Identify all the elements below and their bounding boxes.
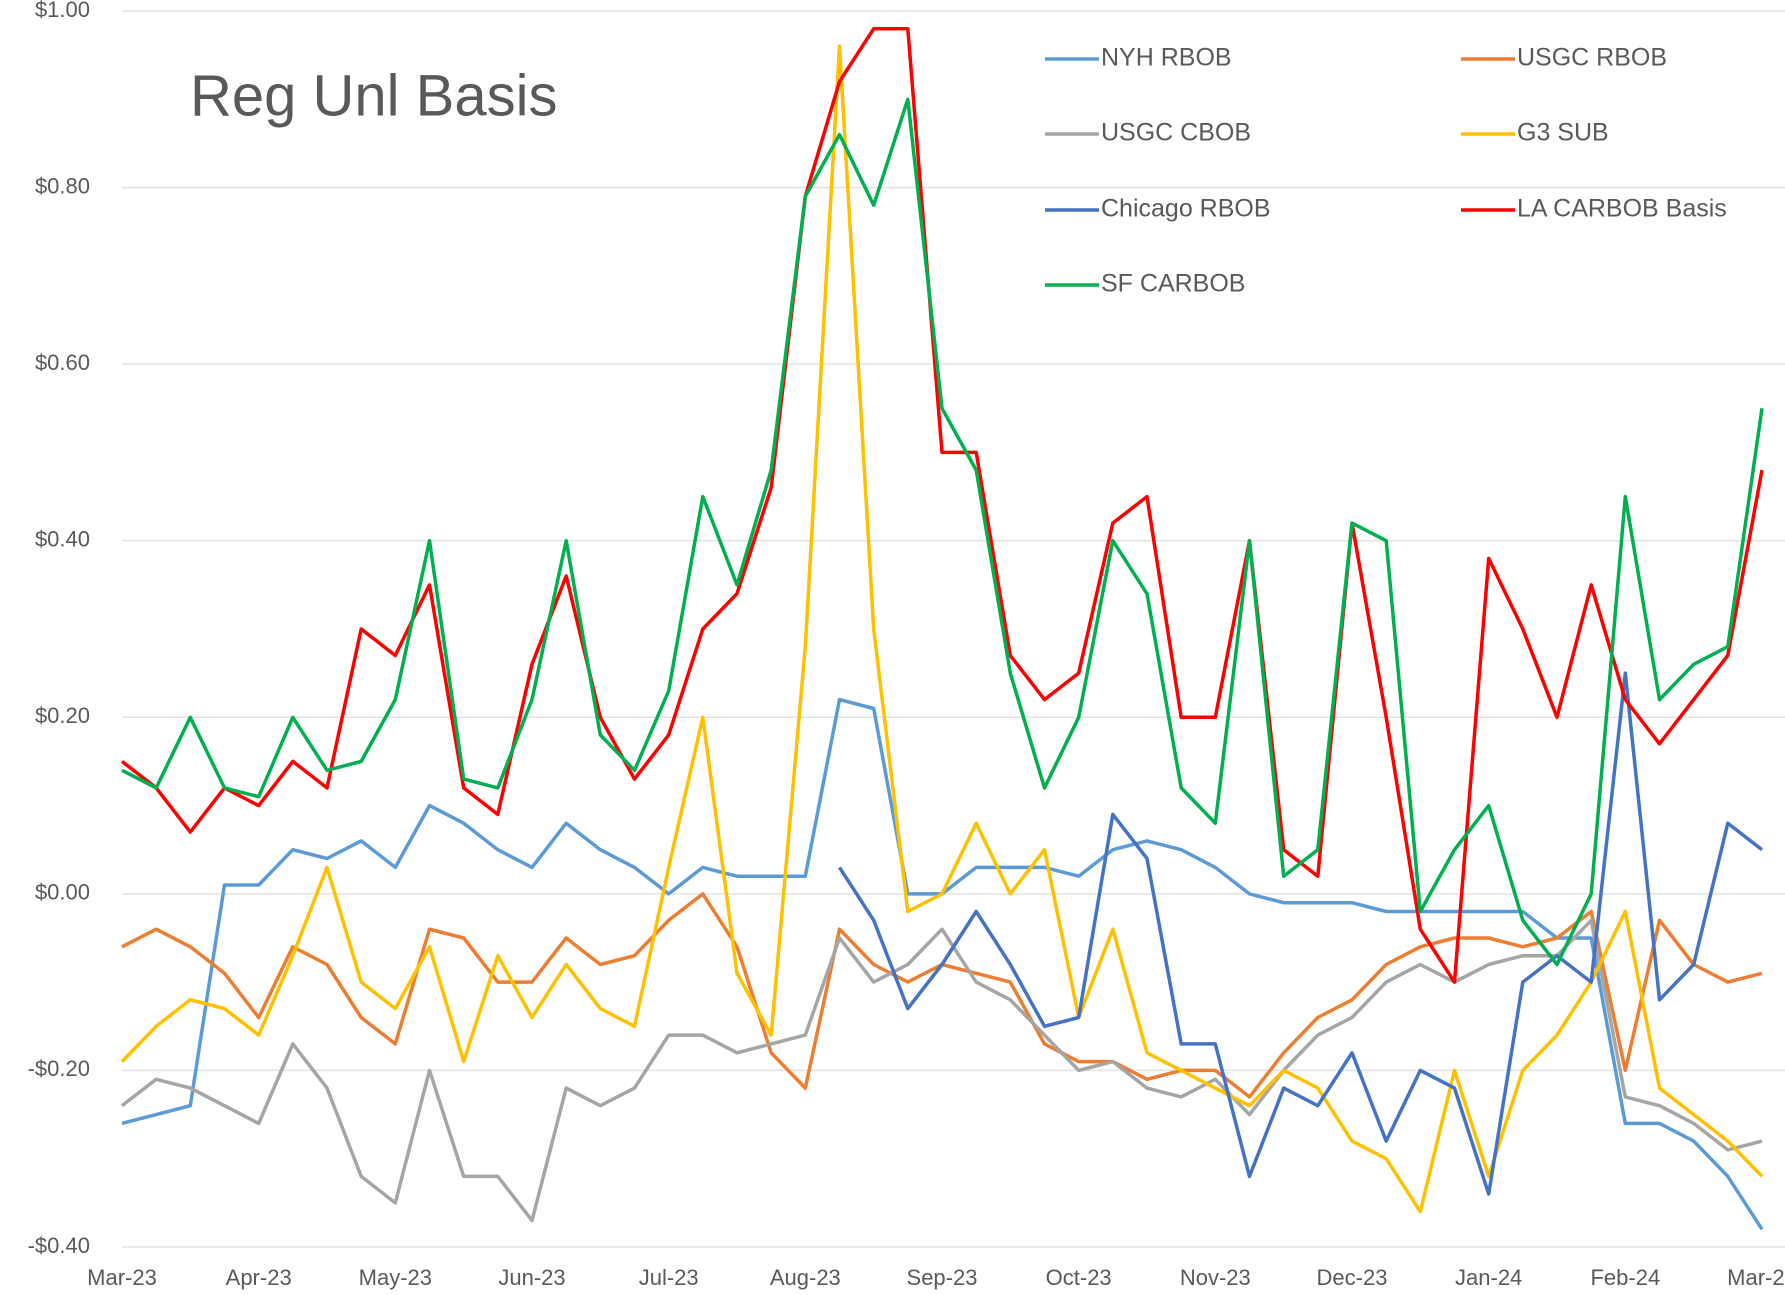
x-tick-label: Feb-24: [1590, 1265, 1660, 1290]
x-tick-label: Oct-23: [1046, 1265, 1112, 1290]
x-tick-label: May-23: [359, 1265, 432, 1290]
legend: NYH RBOB USGC RBOB USGC CBOB G3 SUB Chicago …: [1045, 44, 1727, 298]
chart-title: Reg Unl Basis: [190, 63, 557, 128]
series-line: [120, 918, 1763, 1223]
x-tick-label: Mar-23: [87, 1265, 157, 1290]
legend-label: Chicago RBOB: [1101, 195, 1271, 223]
legend-label: NYH RBOB: [1101, 44, 1232, 72]
grid: [122, 10, 1785, 1248]
x-tick-label: Jun-23: [498, 1265, 565, 1290]
legend-label: G3 SUB: [1517, 119, 1609, 147]
x-tick-label: Aug-23: [770, 1265, 841, 1290]
y-tick-label: -$0.40: [28, 1233, 90, 1258]
series-line: [120, 44, 1764, 1214]
y-tick-label: -$0.20: [28, 1056, 90, 1081]
x-tick-label: Jul-23: [639, 1265, 699, 1290]
plot-area: [120, 26, 1764, 1231]
legend-label: USGC RBOB: [1517, 44, 1667, 72]
y-tick-label: $0.20: [35, 703, 90, 728]
y-tick-label: $0.60: [35, 350, 90, 375]
legend-label: SF CARBOB: [1101, 270, 1245, 298]
y-tick-label: $0.00: [35, 880, 90, 905]
x-tick-label: Mar-24: [1727, 1265, 1785, 1290]
x-tick-label: Jan-24: [1455, 1265, 1522, 1290]
legend-label: USGC CBOB: [1101, 119, 1251, 147]
y-tick-label: $0.40: [35, 527, 90, 552]
x-tick-label: Dec-23: [1317, 1265, 1388, 1290]
x-tick-label: Sep-23: [907, 1265, 978, 1290]
x-tick-label: Nov-23: [1180, 1265, 1251, 1290]
x-tick-label: Apr-23: [226, 1265, 292, 1290]
y-tick-label: $0.80: [35, 173, 90, 198]
series-line: [120, 26, 1764, 984]
series-line: [121, 892, 1763, 1099]
legend-label: LA CARBOB Basis: [1517, 195, 1727, 223]
labels: -$0.40 -$0.20 $0.00 $0.20 $0.40 $0.60 $0.80 $1.…: [28, 0, 1785, 1290]
series-line: [121, 97, 1764, 967]
y-tick-label: $1.00: [35, 0, 90, 22]
series-line: [838, 671, 1764, 1196]
